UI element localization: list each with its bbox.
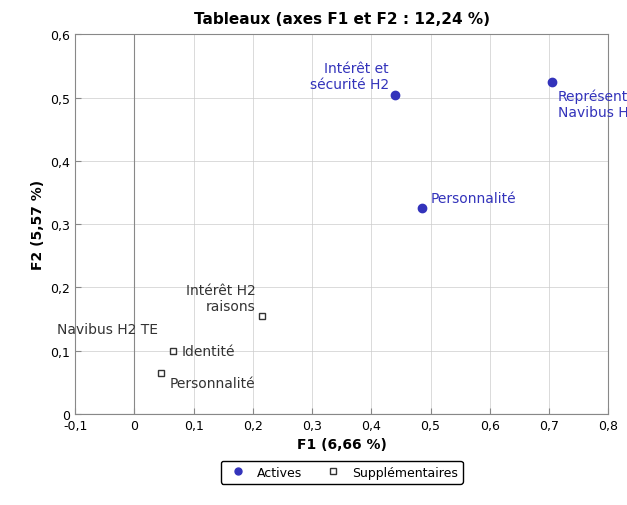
Text: Représentation
Navibus H2: Représentation Navibus H2: [558, 89, 627, 120]
Text: Intérêt H2
raisons: Intérêt H2 raisons: [186, 283, 256, 313]
Y-axis label: F2 (5,57 %): F2 (5,57 %): [31, 180, 45, 270]
Text: Personnalité: Personnalité: [170, 376, 256, 390]
Text: Identité: Identité: [182, 344, 235, 358]
Legend: Actives, Supplémentaires: Actives, Supplémentaires: [221, 461, 463, 484]
Title: Tableaux (axes F1 et F2 : 12,24 %): Tableaux (axes F1 et F2 : 12,24 %): [194, 12, 490, 27]
Text: Personnalité: Personnalité: [431, 192, 516, 206]
X-axis label: F1 (6,66 %): F1 (6,66 %): [297, 437, 387, 451]
Text: Intérêt et
sécurité H2: Intérêt et sécurité H2: [310, 62, 389, 92]
Text: Navibus H2 TE: Navibus H2 TE: [57, 322, 158, 336]
